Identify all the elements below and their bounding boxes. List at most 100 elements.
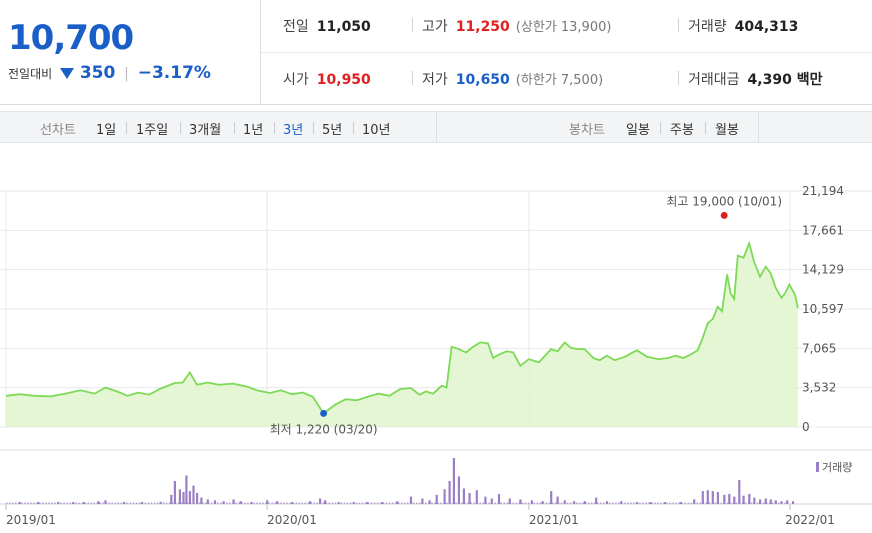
volume-bar xyxy=(524,502,527,504)
volume-bar xyxy=(748,493,751,504)
down-arrow-icon xyxy=(60,68,74,79)
volume-bar xyxy=(777,502,780,504)
volume-bar xyxy=(569,502,572,504)
volume-bar xyxy=(519,499,522,504)
volume-bar xyxy=(200,497,203,504)
volume-bar xyxy=(276,501,279,504)
volume-bar xyxy=(283,502,285,504)
volume-bar xyxy=(177,502,180,504)
volume-bar xyxy=(170,494,173,504)
max-marker xyxy=(720,211,728,219)
volume-bar xyxy=(723,502,726,504)
volume-bar xyxy=(105,502,107,504)
divider xyxy=(412,71,413,85)
volume-bar xyxy=(545,502,548,504)
volume-bars xyxy=(6,458,795,504)
volume-bar xyxy=(45,502,47,504)
volume-bar xyxy=(550,491,553,504)
volume-bar xyxy=(404,502,406,504)
volume-bar xyxy=(97,501,100,504)
period-1y[interactable]: 1년 xyxy=(243,123,264,138)
volume-bar xyxy=(183,502,186,504)
divider xyxy=(234,122,235,134)
volume-bar xyxy=(708,502,711,504)
volume-bar xyxy=(199,502,201,504)
volume-bar xyxy=(563,500,566,504)
volume-bar xyxy=(585,502,587,504)
volume-bar xyxy=(443,502,445,504)
candle-monthly[interactable]: 월봉 xyxy=(715,123,739,138)
volume-bar xyxy=(366,502,369,504)
volume-bar xyxy=(542,502,545,504)
volume-bar xyxy=(440,502,442,504)
volume-bar xyxy=(618,502,620,504)
volume-bar xyxy=(475,490,478,504)
prev-close-value: 11,050 xyxy=(316,19,371,35)
volume-bar xyxy=(462,488,465,504)
volume-bar xyxy=(503,502,505,504)
volume-bar xyxy=(711,491,714,504)
volume-bar xyxy=(639,502,641,504)
y-tick-label: 17,661 xyxy=(802,223,844,237)
volume-bar xyxy=(583,501,586,504)
volume-bar xyxy=(186,502,189,504)
volume-bar xyxy=(208,502,210,504)
change-amount: 350 xyxy=(79,63,116,83)
volume-bar xyxy=(271,502,273,504)
volume-bar xyxy=(319,502,322,504)
volume-bar xyxy=(425,502,427,504)
volume-bar xyxy=(30,502,32,504)
volume-bar xyxy=(389,502,391,504)
volume-bar xyxy=(334,502,337,504)
volume-bar xyxy=(699,502,701,504)
candle-daily[interactable]: 일봉 xyxy=(626,123,650,138)
volume-bar xyxy=(90,502,92,504)
volume-bar xyxy=(742,495,745,504)
volume-bar xyxy=(120,502,123,504)
volume-bar xyxy=(57,502,59,504)
period-10y[interactable]: 10년 xyxy=(362,123,391,138)
volume-bar xyxy=(484,496,487,504)
volume-bar xyxy=(714,502,717,504)
volume-bar xyxy=(706,490,709,504)
volume-bar xyxy=(277,502,279,504)
y-tick-label: 10,597 xyxy=(802,302,844,316)
volume-bar xyxy=(663,502,665,504)
volume-bar xyxy=(117,502,120,504)
volume-bar xyxy=(223,502,225,504)
volume-bar xyxy=(560,502,563,504)
volume-bar xyxy=(490,498,493,504)
volume-bar xyxy=(428,502,430,504)
period-3y[interactable]: 3년 xyxy=(283,123,304,138)
volume-bar xyxy=(340,502,343,504)
volume-bar xyxy=(437,502,439,504)
volume-bar xyxy=(681,502,683,504)
period-3m[interactable]: 3개월 xyxy=(189,123,222,138)
volume-bar xyxy=(72,502,74,504)
high-value: 11,250 xyxy=(455,19,510,35)
open: 시가 10,950 xyxy=(283,69,371,89)
volume-bar xyxy=(657,502,659,504)
period-1w[interactable]: 1주일 xyxy=(136,123,169,138)
volume-bar xyxy=(530,502,533,504)
volume-bar xyxy=(87,502,89,504)
period-5y[interactable]: 5년 xyxy=(322,123,343,138)
volume-bar xyxy=(12,502,14,504)
volume-bar xyxy=(756,502,759,504)
volume-bar xyxy=(518,502,521,504)
period-1d[interactable]: 1일 xyxy=(96,123,117,138)
volume-bar xyxy=(141,502,144,504)
divider xyxy=(678,71,679,85)
volume-bar xyxy=(556,496,559,504)
y-tick-label: 14,129 xyxy=(802,263,844,277)
volume-bar xyxy=(578,502,581,504)
volume-bar xyxy=(633,502,635,504)
volume-bar xyxy=(289,502,291,504)
volume-bar xyxy=(316,502,319,504)
volume-bar xyxy=(506,502,509,504)
candle-weekly[interactable]: 주봉 xyxy=(670,123,694,138)
volume-bar xyxy=(729,502,732,504)
volume-bar xyxy=(401,502,403,504)
volume-bar xyxy=(488,502,490,504)
